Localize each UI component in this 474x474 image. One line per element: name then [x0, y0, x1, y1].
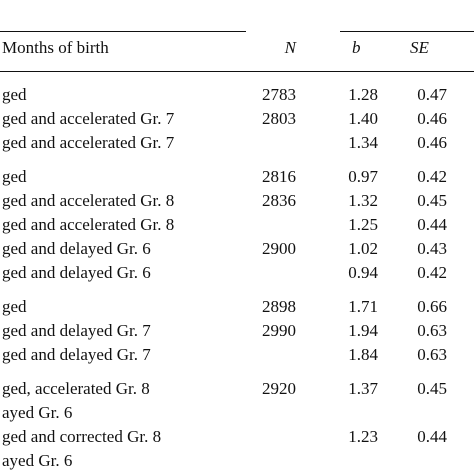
cell-b: 1.34 — [348, 133, 378, 152]
row-label: ged and delayed Gr. 6 — [2, 263, 151, 282]
cell-se: 0.45 — [417, 191, 447, 210]
cell-se: 0.63 — [417, 345, 447, 364]
cell-b: 1.25 — [348, 215, 378, 234]
cell-b: 1.40 — [348, 109, 378, 128]
row-label: ged — [2, 85, 27, 104]
cell-n: 2803 — [262, 109, 296, 128]
cell-b: 0.94 — [348, 263, 378, 282]
cell-se: 0.66 — [417, 297, 447, 316]
cell-se: 0.46 — [417, 109, 447, 128]
cell-n: 2900 — [262, 239, 296, 258]
cell-se: 0.42 — [417, 167, 447, 186]
cell-se: 0.43 — [417, 239, 447, 258]
cell-b: 1.94 — [348, 321, 378, 340]
cell-b: 1.28 — [348, 85, 378, 104]
header-rule — [0, 71, 474, 72]
row-label: ged — [2, 167, 27, 186]
cell-se: 0.46 — [417, 133, 447, 152]
cell-b: 0.97 — [348, 167, 378, 186]
cell-se: 0.44 — [417, 427, 447, 446]
cell-n: 2816 — [262, 167, 296, 186]
cell-n: 2898 — [262, 297, 296, 316]
cell-b: 1.84 — [348, 345, 378, 364]
row-label: ged and delayed Gr. 7 — [2, 321, 151, 340]
cell-b: 1.71 — [348, 297, 378, 316]
row-label: ged and delayed Gr. 6 — [2, 239, 151, 258]
row-label: ged and delayed Gr. 7 — [2, 345, 151, 364]
header-b: b — [352, 38, 361, 57]
row-label: ged and accelerated Gr. 8 — [2, 191, 175, 210]
cell-se: 0.42 — [417, 263, 447, 282]
cell-se: 0.44 — [417, 215, 447, 234]
cell-n: 2836 — [262, 191, 296, 210]
cell-se: 0.47 — [417, 85, 447, 104]
cell-n: 2990 — [262, 321, 296, 340]
row-label: ged and accelerated Gr. 7 — [2, 133, 175, 152]
cell-n: 2783 — [262, 85, 296, 104]
cell-se: 0.45 — [417, 379, 447, 398]
cell-n: 2920 — [262, 379, 296, 398]
cell-se: 0.63 — [417, 321, 447, 340]
top-rule — [0, 31, 246, 32]
row-label: ged — [2, 297, 27, 316]
row-label: ayed Gr. 6 — [2, 451, 73, 470]
cell-b: 1.02 — [348, 239, 378, 258]
row-label: ged and corrected Gr. 8 — [2, 427, 162, 446]
cell-b: 1.32 — [348, 191, 378, 210]
cell-b: 1.37 — [348, 379, 378, 398]
header-se: SE — [410, 38, 429, 57]
row-label: ged, accelerated Gr. 8 — [2, 379, 150, 398]
header-label: Months of birth — [2, 38, 109, 57]
cell-b: 1.23 — [348, 427, 378, 446]
row-label: ged and accelerated Gr. 7 — [2, 109, 175, 128]
row-label: ayed Gr. 6 — [2, 403, 73, 422]
top-rule — [340, 31, 474, 32]
row-label: ged and accelerated Gr. 8 — [2, 215, 175, 234]
header-n: N — [284, 38, 296, 57]
